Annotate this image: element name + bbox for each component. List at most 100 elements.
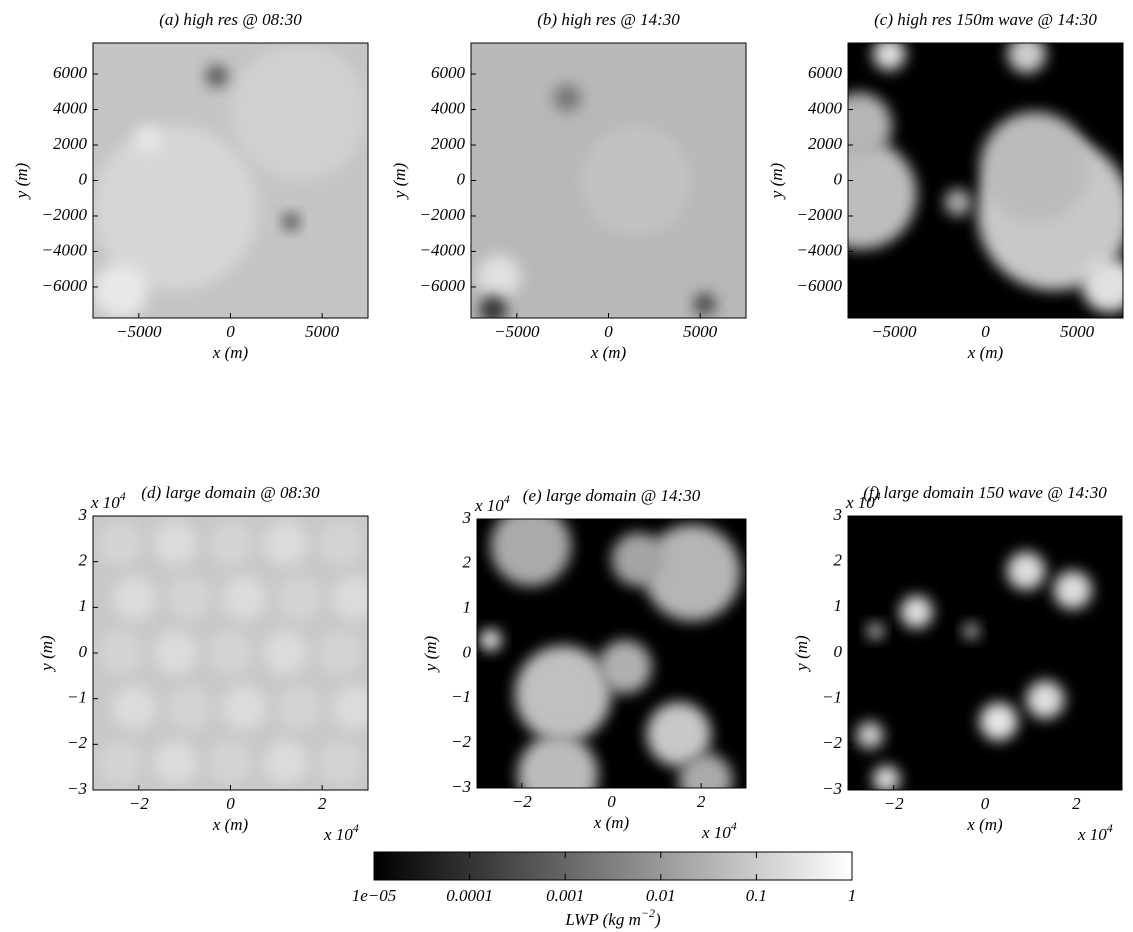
colorbar-label-close: ) [654, 910, 661, 929]
y-tick-label: 2000 [808, 134, 843, 153]
colorbar-tick-label: 1e−05 [352, 886, 397, 905]
multiplier-exponent: 4 [504, 492, 510, 506]
y-tick-label: −3 [451, 777, 471, 796]
image-blob [872, 43, 906, 71]
multiplier-base: x 10 [90, 493, 120, 512]
x-multiplier: x 104 [701, 819, 737, 842]
image-blob [318, 631, 363, 675]
multiplier-exponent: 4 [731, 819, 737, 833]
x-axis-label: x (m) [966, 815, 1003, 834]
image-blob [646, 701, 712, 767]
image-blob [979, 702, 1018, 741]
image-field [848, 43, 1123, 318]
image-blob [867, 622, 884, 640]
multiplier-base: x 10 [474, 496, 504, 515]
y-tick-label: 0 [457, 169, 466, 188]
x-tick-label: 0 [226, 794, 235, 813]
image-blob [980, 111, 1090, 222]
x-tick-label: 0 [604, 322, 613, 341]
y-tick-label: −2000 [42, 205, 88, 224]
colorbar-tick-label: 0.01 [646, 886, 676, 905]
y-multiplier: x 104 [845, 489, 881, 512]
y-axis-label: y (m) [390, 162, 409, 200]
colorbar-tick-label: 0.001 [546, 886, 584, 905]
y-tick-label: −2 [451, 732, 471, 751]
image-blob [318, 521, 363, 566]
panel-title: (c) high res 150m wave @ 14:30 [874, 10, 1097, 29]
image-blob [1006, 551, 1046, 590]
panel-title: (f) large domain 150 wave @ 14:30 [863, 483, 1107, 502]
panel-title: (b) high res @ 14:30 [537, 10, 680, 29]
image-blob [93, 125, 258, 291]
x-axis-label: x (m) [212, 815, 249, 834]
image-blob [872, 765, 901, 790]
image-blob [678, 753, 733, 788]
x-multiplier: x 104 [1077, 821, 1113, 844]
x-axis-label: x (m) [212, 343, 249, 362]
y-tick-label: −1 [822, 688, 842, 707]
image-blob [222, 576, 267, 621]
image-blob [277, 685, 322, 730]
colorbar-label-text: LWP (kg m [564, 910, 641, 929]
image-blob [476, 254, 521, 299]
multiplier-exponent: 4 [353, 821, 359, 835]
multiplier-base: x 10 [323, 825, 353, 844]
image-blob [490, 519, 572, 587]
y-tick-label: 6000 [53, 63, 88, 82]
y-tick-label: 2000 [53, 134, 88, 153]
multiplier-exponent: 4 [875, 489, 881, 503]
y-tick-label: −2 [822, 733, 842, 752]
image-blob [479, 296, 507, 318]
colorbar-label: LWP (kg m−2) [564, 906, 661, 929]
y-tick-label: −6000 [797, 276, 843, 295]
image-blob [230, 43, 368, 181]
panel-title: (d) large domain @ 08:30 [141, 483, 320, 502]
image-blob [93, 263, 148, 318]
image-blob [153, 740, 198, 785]
image-blob [98, 631, 143, 675]
x-tick-label: 0 [226, 322, 235, 341]
y-tick-label: 0 [463, 642, 472, 661]
x-multiplier: x 104 [323, 821, 359, 844]
y-tick-label: 6000 [808, 63, 843, 82]
multiplier-base: x 10 [701, 823, 731, 842]
y-axis-label: y (m) [767, 162, 786, 200]
y-tick-label: 4000 [53, 98, 88, 117]
image-blob [900, 595, 933, 629]
image-blob [208, 521, 253, 566]
image-field [471, 43, 746, 318]
multiplier-exponent: 4 [120, 489, 126, 503]
y-tick-label: 3 [833, 505, 843, 524]
y-tick-label: −2 [67, 733, 87, 752]
y-multiplier: x 104 [90, 489, 126, 512]
image-blob [963, 622, 980, 640]
image-base [848, 516, 1122, 790]
image-blob [134, 125, 162, 153]
x-tick-label: 2 [697, 792, 706, 811]
image-blob [944, 188, 972, 217]
image-blob [581, 125, 691, 236]
colorbar-tick-label: 1 [848, 886, 857, 905]
y-tick-label: 0 [79, 169, 88, 188]
y-tick-label: −6000 [420, 276, 466, 295]
image-blob [98, 521, 143, 566]
multiplier-exponent: 4 [1107, 821, 1113, 835]
y-tick-label: 4000 [431, 98, 466, 117]
y-tick-label: 0 [834, 169, 843, 188]
image-blob [153, 631, 198, 675]
y-tick-label: 2000 [431, 134, 466, 153]
image-blob [332, 685, 368, 730]
image-blob [208, 740, 253, 785]
image-blob [167, 685, 212, 730]
colorbar-tick-label: 0.1 [746, 886, 767, 905]
image-field [848, 516, 1122, 790]
multiplier-base: x 10 [1077, 825, 1107, 844]
image-blob [479, 629, 502, 651]
y-tick-label: 2 [79, 551, 88, 570]
y-tick-label: 0 [79, 642, 88, 661]
image-blob [112, 685, 157, 730]
y-tick-label: −1 [451, 687, 471, 706]
y-tick-label: −2000 [797, 205, 843, 224]
y-tick-label: 0 [834, 642, 843, 661]
